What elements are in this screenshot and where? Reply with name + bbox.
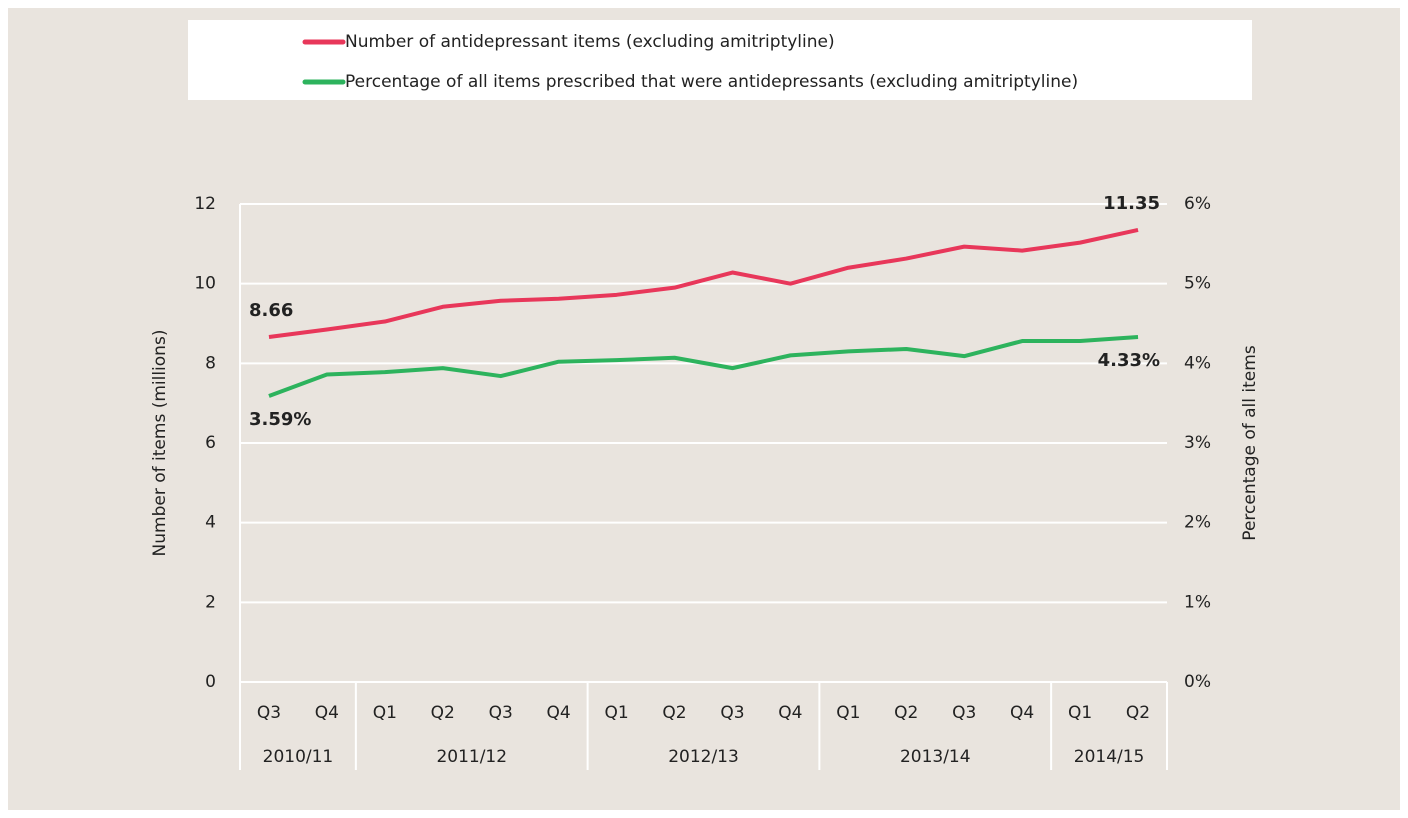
series-line	[268, 335, 1139, 398]
y-tick-label: 10	[194, 274, 216, 294]
y2-tick-label: 4%	[1184, 353, 1211, 373]
y-tick-label: 8	[205, 353, 216, 373]
x-tick-label: Q1	[373, 703, 397, 723]
y2-tick-label: 1%	[1184, 592, 1211, 612]
x-tick-label: Q4	[547, 703, 571, 723]
y-tick-label: 4	[205, 513, 216, 533]
data-label: 4.33%	[1098, 350, 1160, 371]
x-tick-label: Q4	[315, 703, 339, 723]
x-group-label: 2011/12	[436, 747, 507, 767]
x-group-label: 2012/13	[668, 747, 739, 767]
y2-tick-label: 2%	[1184, 513, 1211, 533]
x-tick-label: Q2	[894, 703, 918, 723]
x-group-label: 2010/11	[263, 747, 334, 767]
y2-tick-label: 6%	[1184, 194, 1211, 214]
x-group-label: 2014/15	[1074, 747, 1145, 767]
y-tick-label: 2	[205, 592, 216, 612]
x-tick-label: Q4	[778, 703, 802, 723]
x-tick-label: Q1	[1068, 703, 1092, 723]
legend-box	[188, 20, 1252, 100]
x-group-label: 2013/14	[900, 747, 971, 767]
x-tick-label: Q3	[489, 703, 513, 723]
data-label: 11.35	[1103, 193, 1160, 214]
y-axis-title: Number of items (millions)	[150, 330, 170, 557]
series-line	[268, 227, 1139, 340]
y-tick-label: 12	[194, 194, 216, 214]
x-tick-label: Q3	[952, 703, 976, 723]
data-label: 3.59%	[249, 409, 311, 430]
y-tick-label: 6	[205, 433, 216, 453]
x-tick-label: Q3	[720, 703, 744, 723]
y2-axis-title: Percentage of all items	[1240, 345, 1260, 541]
x-tick-label: Q2	[431, 703, 455, 723]
legend-label: Number of antidepressant items (excludin…	[345, 32, 835, 52]
y-tick-label: 0	[205, 672, 216, 692]
y2-tick-label: 0%	[1184, 672, 1211, 692]
data-label: 8.66	[249, 300, 293, 321]
x-tick-label: Q1	[836, 703, 860, 723]
x-tick-label: Q2	[1126, 703, 1150, 723]
x-tick-label: Q3	[257, 703, 281, 723]
y2-tick-label: 3%	[1184, 433, 1211, 453]
x-tick-label: Q4	[1010, 703, 1034, 723]
y2-tick-label: 5%	[1184, 274, 1211, 294]
x-tick-label: Q1	[604, 703, 628, 723]
x-tick-label: Q2	[662, 703, 686, 723]
legend-label: Percentage of all items prescribed that …	[345, 72, 1078, 92]
